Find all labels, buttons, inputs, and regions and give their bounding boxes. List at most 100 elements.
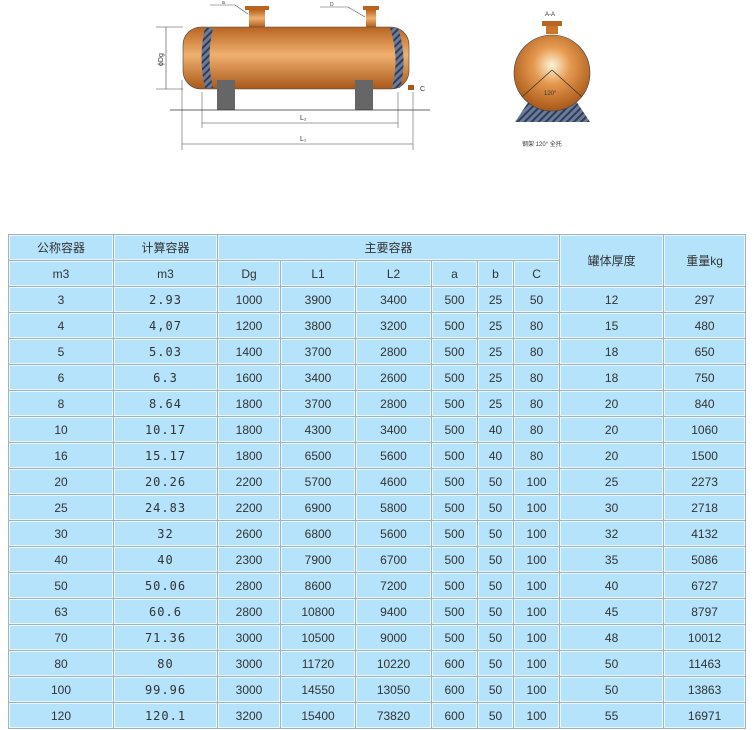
table-cell: 30 (8, 520, 114, 547)
table-cell: 50 (477, 468, 514, 495)
table-cell: 2200 (217, 494, 281, 521)
table-cell: 50 (477, 702, 514, 729)
section-caption: 钢架 120° 全托 (522, 140, 562, 148)
table-cell: 3200 (355, 312, 432, 339)
table-cell: 500 (431, 468, 478, 495)
table-cell: 2800 (355, 338, 432, 365)
label-c: C (420, 86, 425, 93)
table-cell: 2800 (217, 572, 281, 599)
table-cell: 2718 (663, 494, 747, 521)
table-cell: 9000 (355, 624, 432, 651)
table-cell: 6800 (280, 520, 356, 547)
table-row: 120 120.1 3200 15400 73820 600 50 100 55 16971 (8, 702, 747, 729)
table-cell: 3900 (280, 286, 356, 313)
table-cell: 6.3 (113, 364, 218, 391)
table-cell: 50 (559, 676, 665, 703)
table-cell: 32 (559, 520, 665, 547)
header-weight: 重量kg (663, 234, 747, 287)
table-cell: 63 (8, 598, 114, 625)
table-cell: 50 (477, 546, 514, 573)
table-cell: 5086 (663, 546, 747, 573)
table-cell: 120 (8, 702, 114, 729)
table-cell: 8 (8, 390, 114, 417)
table-row: 50 50.06 2800 8600 7200 500 50 100 40 6727 (8, 572, 747, 599)
table-row: 63 60.6 2800 10800 9400 500 50 100 45 8797 (8, 598, 747, 625)
table-row: 30 32 2600 6800 5600 500 50 100 32 4132 (8, 520, 747, 547)
table-cell: 3700 (280, 338, 356, 365)
table-cell: 16971 (663, 702, 747, 729)
table-cell: 80 (512, 312, 561, 339)
table-cell: 50 (477, 624, 514, 651)
header-c: C (512, 260, 561, 287)
table-cell: 100 (512, 650, 561, 677)
table-cell: 1000 (217, 286, 281, 313)
table-cell: 25 (477, 364, 514, 391)
table-cell: 55 (559, 702, 665, 729)
table-cell: 3000 (217, 650, 281, 677)
table-cell: 11463 (663, 650, 747, 677)
table-cell: 500 (431, 494, 478, 521)
table-cell: 1400 (217, 338, 281, 365)
table-cell: 8797 (663, 598, 747, 625)
table-cell: 10800 (280, 598, 356, 625)
header-nominal: 公称容器 (8, 234, 114, 261)
table-cell: 3700 (280, 390, 356, 417)
table-cell: 4 (8, 312, 114, 339)
table-cell: 6700 (355, 546, 432, 573)
spec-table: 公称容器 计算容器 主要容器 罐体厚度 重量kg m3 m3 Dg L1 L2 … (8, 234, 747, 729)
table-cell: 500 (431, 390, 478, 417)
table-cell: 500 (431, 442, 478, 469)
table-cell: 11720 (280, 650, 356, 677)
table-cell: 100 (512, 494, 561, 521)
table-cell: 6727 (663, 572, 747, 599)
header-b: b (477, 260, 514, 287)
table-cell: 500 (431, 520, 478, 547)
table-cell: 100 (512, 520, 561, 547)
table-cell: 100 (512, 598, 561, 625)
table-cell: 12 (559, 286, 665, 313)
table-cell: 5.03 (113, 338, 218, 365)
table-row: 3 2.93 1000 3900 3400 500 25 50 12 297 (8, 286, 747, 313)
table-cell: 18 (559, 364, 665, 391)
table-cell: 80 (512, 442, 561, 469)
table-cell: 650 (663, 338, 747, 365)
table-cell: 13050 (355, 676, 432, 703)
table-cell: 297 (663, 286, 747, 313)
angle-label: 120° (544, 91, 557, 97)
table-cell: 50 (8, 572, 114, 599)
table-cell: 80 (512, 416, 561, 443)
table-cell: 50 (477, 598, 514, 625)
table-cell: 20.26 (113, 468, 218, 495)
header-l1: L1 (280, 260, 356, 287)
table-cell: 1800 (217, 442, 281, 469)
table-cell: 2600 (217, 520, 281, 547)
table-cell: 20 (8, 468, 114, 495)
table-cell: 10 (8, 416, 114, 443)
table-cell: 10220 (355, 650, 432, 677)
table-cell: 5800 (355, 494, 432, 521)
table-cell: 9400 (355, 598, 432, 625)
table-cell: 80 (512, 364, 561, 391)
header-calc-unit: m3 (113, 260, 218, 287)
table-cell: 3000 (217, 624, 281, 651)
table-row: 20 20.26 2200 5700 4600 500 50 100 25 2273 (8, 468, 747, 495)
table-cell: 32 (113, 520, 218, 547)
header-row: 公称容器 计算容器 主要容器 罐体厚度 重量kg (8, 234, 747, 287)
table-cell: 80 (512, 338, 561, 365)
table-cell: 25 (559, 468, 665, 495)
table-row: 16 15.17 1800 6500 5600 500 40 80 20 1500 (8, 442, 747, 469)
table-cell: 100 (512, 624, 561, 651)
table-cell: 18 (559, 338, 665, 365)
table-cell: 500 (431, 546, 478, 573)
table-cell: 4600 (355, 468, 432, 495)
label-a: a (222, 0, 225, 6)
table-cell: 3 (8, 286, 114, 313)
table-cell: 3800 (280, 312, 356, 339)
table-cell: 10.17 (113, 416, 218, 443)
table-cell: 50 (477, 520, 514, 547)
table-cell: 3400 (280, 364, 356, 391)
table-cell: 3400 (355, 286, 432, 313)
table-cell: 6900 (280, 494, 356, 521)
table-cell: 60.6 (113, 598, 218, 625)
header-row: m3 m3 Dg L1 L2 a b C (8, 260, 746, 287)
